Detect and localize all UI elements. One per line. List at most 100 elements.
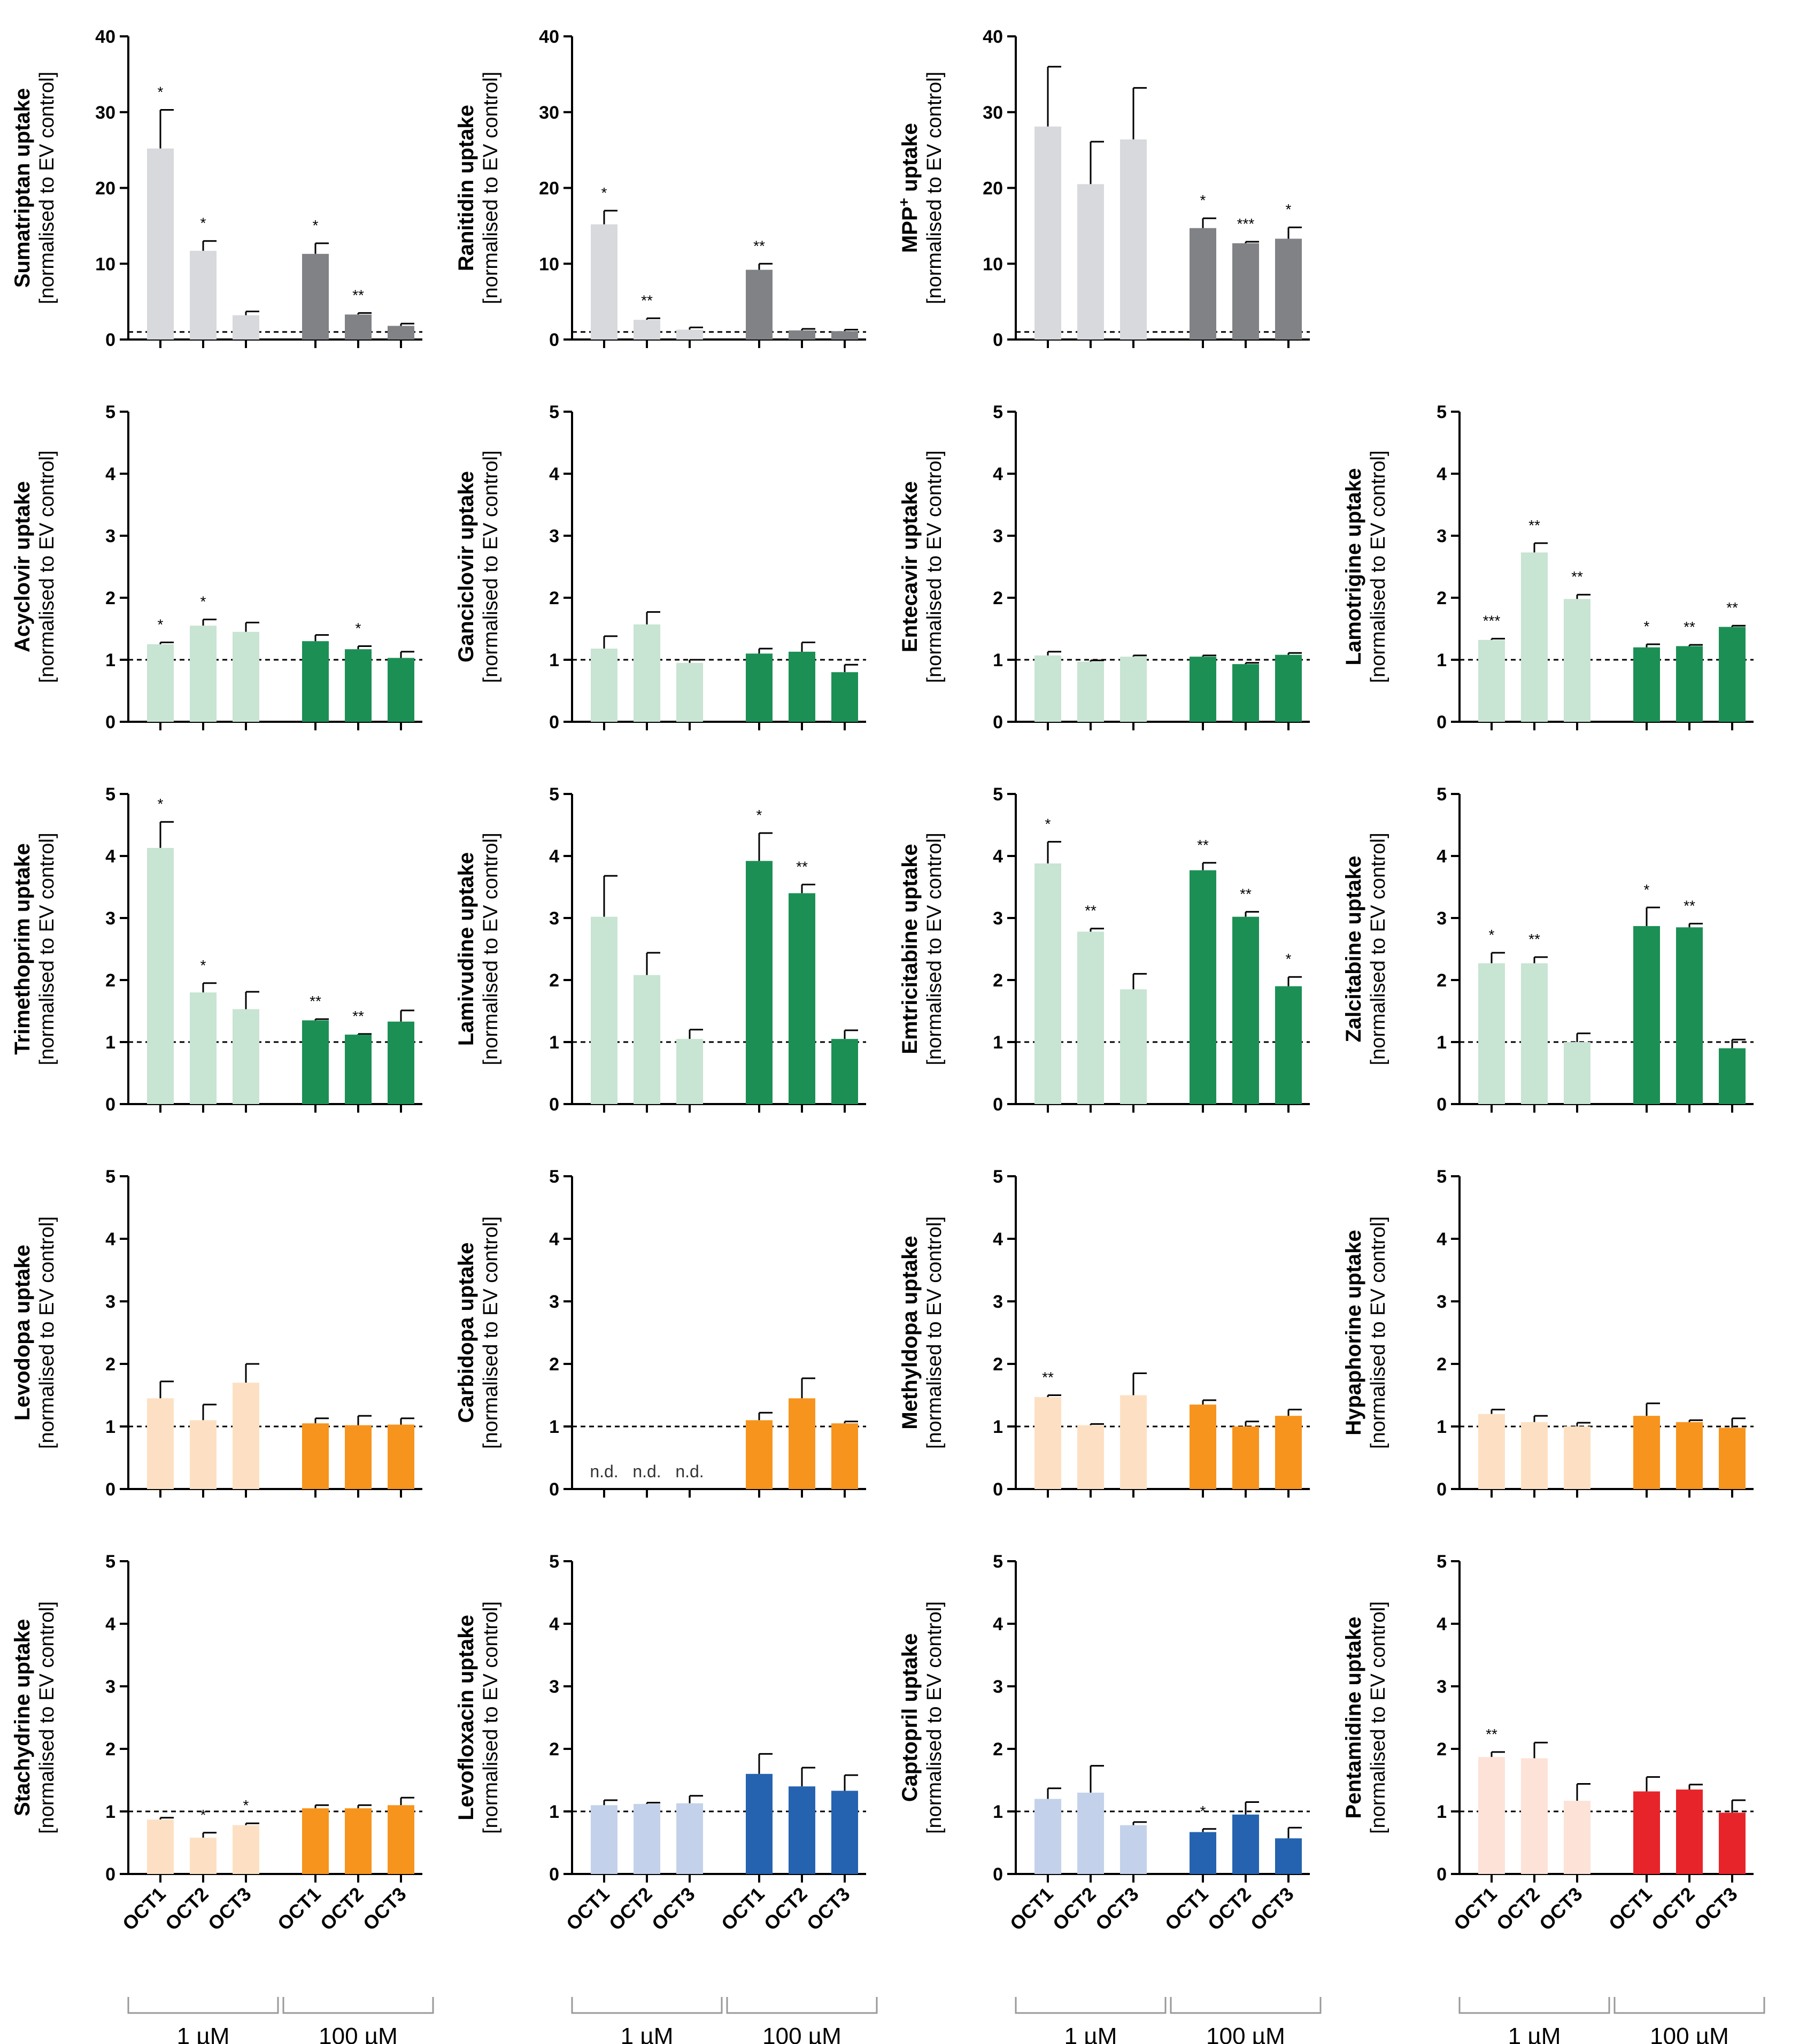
bar — [746, 861, 773, 1104]
y-axis-title: Levofloxacin uptake — [454, 1615, 478, 1821]
bar — [1190, 1405, 1216, 1489]
category-label: OCT3 — [204, 1883, 256, 1935]
bar — [1478, 963, 1505, 1104]
bar — [1633, 647, 1660, 722]
y-tick-label: 0 — [1437, 712, 1447, 732]
y-axis-subtitle: [normalised to EV control] — [36, 1216, 58, 1449]
y-axis-subtitle: [normalised to EV control] — [480, 1601, 502, 1834]
y-tick-label: 5 — [549, 402, 559, 422]
bar — [1034, 1397, 1061, 1489]
bar — [1034, 126, 1061, 340]
significance-label: * — [200, 215, 206, 232]
category-label: OCT3 — [1535, 1883, 1587, 1935]
y-tick-label: 2 — [549, 1739, 559, 1760]
bar — [388, 1021, 414, 1104]
y-tick-label: 3 — [105, 908, 115, 929]
not-determined-label: n.d. — [675, 1462, 704, 1481]
y-tick-label: 4 — [1437, 1614, 1447, 1634]
bar — [1034, 1799, 1061, 1874]
y-tick-label: 4 — [105, 846, 115, 867]
concentration-label: 1 µM — [621, 2023, 674, 2044]
category-label: OCT1 — [118, 1883, 170, 1935]
y-tick-label: 1 — [105, 650, 115, 670]
bar — [634, 624, 660, 722]
significance-label: * — [313, 217, 319, 234]
bar — [634, 975, 660, 1104]
y-tick-label: 2 — [105, 970, 115, 991]
bar — [1719, 1428, 1746, 1489]
bar — [190, 992, 217, 1104]
y-tick-label: 3 — [1437, 908, 1447, 929]
bar — [789, 1786, 815, 1874]
chart-panel: Levodopa uptake [normalised to EV control… — [11, 1167, 422, 1500]
y-tick-label: 3 — [549, 1677, 559, 1697]
y-tick-label: 0 — [105, 712, 115, 732]
bar — [302, 1423, 329, 1489]
bar — [388, 1424, 414, 1489]
bar — [345, 1425, 372, 1489]
y-tick-label: 4 — [993, 1229, 1003, 1249]
y-tick-label: 1 — [1437, 1802, 1447, 1822]
concentration-bracket — [726, 1997, 878, 2014]
significance-label: * — [1489, 927, 1495, 943]
y-tick-label: 0 — [549, 330, 559, 350]
significance-label: * — [200, 593, 206, 610]
significance-label: * — [1200, 192, 1206, 209]
y-axis-title-part: MPP — [898, 206, 922, 253]
concentration-label: 1 µM — [1508, 2023, 1561, 2044]
significance-label: ** — [1042, 1369, 1054, 1386]
significance-label: * — [158, 616, 164, 633]
y-tick-label: 1 — [105, 1417, 115, 1437]
y-tick-label: 10 — [539, 254, 559, 274]
y-tick-label: 40 — [95, 27, 115, 47]
significance-label: * — [756, 807, 762, 823]
y-axis-title: Hypaphorine uptake — [1342, 1230, 1365, 1436]
bar — [1719, 1812, 1746, 1874]
bar — [1077, 1792, 1104, 1874]
y-tick-label: 5 — [105, 1552, 115, 1572]
y-tick-label: 1 — [105, 1802, 115, 1822]
y-tick-label: 0 — [549, 1479, 559, 1500]
y-tick-label: 4 — [105, 1614, 115, 1634]
bar — [233, 1009, 259, 1104]
significance-label: ** — [1197, 837, 1209, 853]
chart-panel: Trimethoprim uptake [normalised to EV con… — [11, 784, 422, 1115]
bar — [1077, 931, 1104, 1104]
bar — [147, 1398, 174, 1489]
y-tick-label: 1 — [993, 1032, 1003, 1053]
bar — [190, 1420, 217, 1489]
y-axis-subtitle: [normalised to EV control] — [923, 1601, 946, 1834]
bar — [789, 651, 815, 722]
y-tick-label: 1 — [993, 1802, 1003, 1822]
bar — [233, 1825, 259, 1874]
bar — [746, 269, 773, 340]
concentration-bracket — [571, 1997, 723, 2014]
y-tick-label: 2 — [993, 588, 1003, 608]
y-tick-label: 0 — [1437, 1094, 1447, 1115]
bar — [147, 148, 174, 340]
y-tick-label: 2 — [993, 1739, 1003, 1760]
y-axis-subtitle: [normalised to EV control] — [36, 1601, 58, 1834]
category-label: OCT2 — [316, 1883, 368, 1935]
y-axis-title-superscript: + — [895, 198, 912, 206]
y-axis-subtitle: [normalised to EV control] — [36, 832, 58, 1065]
y-tick-label: 1 — [993, 650, 1003, 670]
y-tick-label: 4 — [105, 464, 115, 484]
y-tick-label: 0 — [549, 1094, 559, 1115]
bar — [591, 224, 617, 340]
bar — [1120, 139, 1147, 340]
concentration-label: 1 µM — [1064, 2023, 1117, 2044]
y-axis-title: Captopril uptake — [898, 1633, 922, 1802]
bar — [1190, 657, 1216, 722]
y-axis-title-suffix: uptake — [898, 123, 922, 198]
bar — [1190, 1832, 1216, 1874]
y-tick-label: 0 — [105, 1864, 115, 1885]
bar — [746, 653, 773, 722]
bar — [1676, 1422, 1703, 1489]
y-axis-subtitle: [normalised to EV control] — [1367, 1601, 1389, 1834]
significance-label: * — [1286, 201, 1292, 218]
bar — [1719, 627, 1746, 722]
y-axis-subtitle: [normalised to EV control] — [923, 832, 946, 1065]
y-axis-title: Levodopa uptake — [11, 1245, 34, 1421]
